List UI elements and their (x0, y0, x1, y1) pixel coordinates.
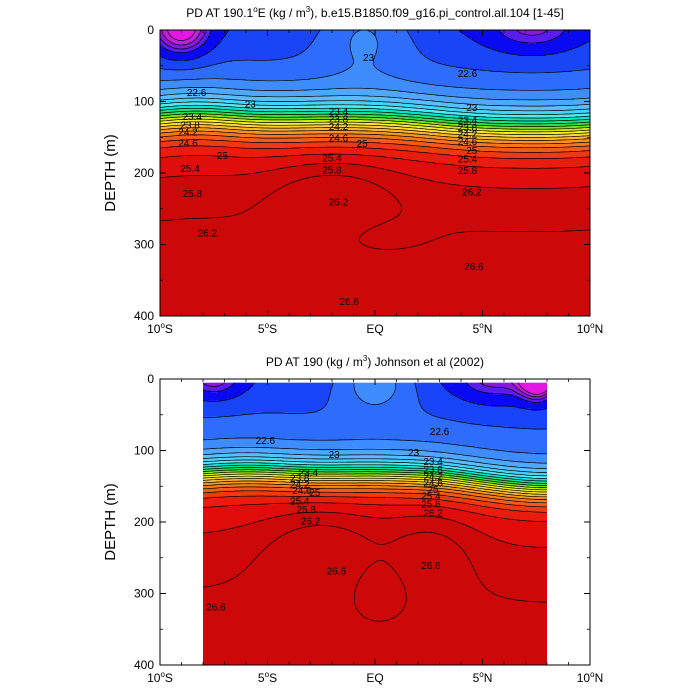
contour-label: 22.6 (430, 427, 450, 438)
y-axis-label: DEPTH (m) (102, 134, 119, 212)
y-tick-label: 400 (134, 309, 154, 323)
contour-label: 22.6 (187, 88, 207, 99)
y-axis-label: DEPTH (m) (102, 483, 119, 561)
contour-fill (203, 383, 548, 668)
contour-label: 26.2 (301, 517, 321, 528)
contour-label: 25 (217, 151, 229, 162)
x-tick-label: EQ (366, 322, 383, 336)
contour-label: 22.6 (458, 69, 478, 80)
contour-label: 24.6 (329, 133, 349, 144)
y-tick-label: 100 (134, 444, 154, 458)
x-tick-label: 5oN (473, 670, 493, 685)
contour-label: 25.8 (322, 165, 342, 176)
contour-label: 23 (329, 450, 341, 461)
contour-label: 26.2 (198, 228, 218, 239)
y-tick-label: 0 (147, 23, 154, 37)
contour-label: 26.6 (339, 297, 359, 308)
contour-label: 25.4 (322, 153, 342, 164)
contour-label: 26.6 (464, 262, 484, 273)
x-tick-label: 5oS (258, 321, 277, 336)
contour-label: 26.2 (329, 198, 349, 209)
x-tick-label: 10oS (147, 670, 173, 685)
contour-label: 25 (357, 139, 369, 150)
x-tick-label: 10oS (147, 321, 173, 336)
contour-label: 26.6 (206, 602, 226, 613)
x-tick-label: 5oN (473, 321, 493, 336)
contour-label: 26.2 (423, 509, 443, 520)
contour-label: 24.6 (178, 138, 198, 149)
x-tick-label: 10oN (577, 670, 603, 685)
contour-label: 22.6 (256, 436, 276, 447)
contour-label: 25.4 (458, 155, 478, 166)
x-tick-label: 10oN (577, 321, 603, 336)
contour-label: 23 (363, 53, 375, 64)
contour-label: 25 (309, 488, 321, 499)
contour-label: 24.2 (329, 122, 349, 133)
contour-label: 23 (466, 103, 478, 114)
chart-panel-1: 22.622.623 2323.423.423.823.824.224.224.6… (102, 354, 603, 685)
contour-label: 24.2 (178, 128, 198, 139)
y-tick-label: 300 (134, 238, 154, 252)
contour-label: 25.8 (183, 189, 203, 200)
y-tick-label: 300 (134, 587, 154, 601)
x-tick-label: EQ (366, 671, 383, 685)
chart-title: PD AT 190.1oE (kg / m3), b.e15.B1850.f09… (186, 5, 563, 20)
y-tick-label: 400 (134, 658, 154, 672)
contour-label: 25.4 (180, 164, 200, 175)
contour-label: 25.8 (458, 166, 478, 177)
contour-label: 26.2 (462, 188, 482, 199)
y-tick-label: 0 (147, 372, 154, 386)
y-tick-label: 100 (134, 95, 154, 109)
contour-label: 23 (245, 100, 257, 111)
contour-label: 26.6 (327, 567, 347, 578)
y-tick-label: 200 (134, 166, 154, 180)
chart-title: PD AT 190 (kg / m3) Johnson et al (2002) (266, 354, 484, 369)
contour-label: 26.6 (421, 561, 441, 572)
x-tick-label: 5oS (258, 670, 277, 685)
contour-label: 25.8 (296, 505, 316, 516)
y-tick-label: 200 (134, 515, 154, 529)
contour-label: 23 (408, 448, 420, 459)
